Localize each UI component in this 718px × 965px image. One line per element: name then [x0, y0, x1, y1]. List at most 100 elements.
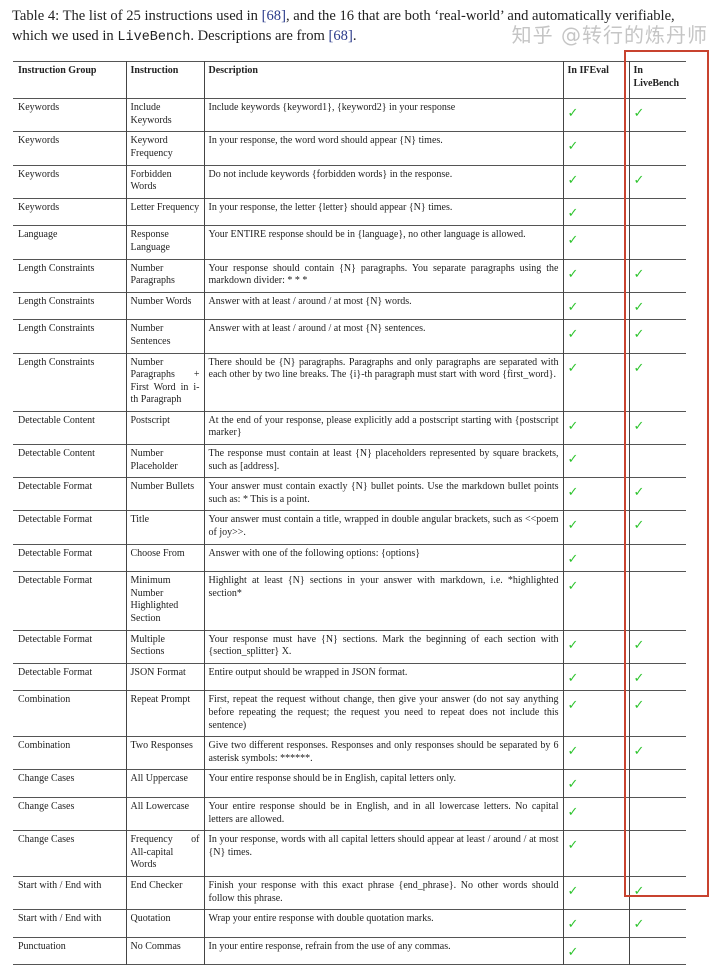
in-ifeval-cell: ✓ [562, 353, 629, 412]
description-cell: Your ENTIRE response should be in {langu… [203, 225, 563, 260]
table-row: Length Constraints Number Sentences Answer… [13, 319, 686, 353]
in-livebench-cell: ✓ [628, 411, 686, 445]
table-caption: Table 4: The list of 25 instructions use… [12, 6, 712, 48]
in-livebench-cell [628, 131, 686, 166]
in-ifeval-cell: ✓ [562, 571, 629, 631]
check-icon: ✓ [633, 299, 645, 315]
in-ifeval-cell: ✓ [562, 259, 629, 293]
table-row: Keywords Forbidden Words Do not include ke… [13, 165, 686, 199]
in-ifeval-cell: ✓ [562, 225, 629, 260]
table-row: Length Constraints Number Paragraphs Your … [13, 259, 686, 293]
table-row: Detectable Content Postscript At the end o… [13, 411, 686, 445]
instruction-group-cell: Detectable Format [18, 633, 93, 645]
instruction-group-cell: Punctuation [18, 940, 66, 952]
table-row: Change Cases All Uppercase Your entire res… [13, 769, 686, 798]
check-icon: ✓ [633, 917, 645, 933]
in-livebench-cell: ✓ [628, 165, 686, 199]
check-icon: ✓ [633, 485, 645, 501]
caption-text: Table 4: The list of 25 instructions use… [12, 8, 262, 24]
description-cell: Answer with one of the following options… [203, 544, 563, 572]
check-icon: ✓ [567, 917, 579, 933]
in-ifeval-cell: ✓ [562, 198, 629, 226]
in-livebench-cell [628, 444, 686, 478]
check-icon: ✓ [567, 670, 579, 686]
instruction-group-cell: Start with / End with [18, 913, 102, 925]
table-row: Change Cases All Lowercase Your entire res… [13, 797, 686, 831]
instruction-group-cell: Detectable Content [18, 448, 95, 460]
table-row: Start with / End with End Checker Finish y… [13, 876, 686, 910]
in-livebench-cell [628, 225, 686, 260]
check-icon: ✓ [633, 418, 645, 434]
check-icon: ✓ [567, 452, 579, 468]
table-row: Keywords Include Keywords Include keywords… [13, 98, 686, 132]
table-row: Combination Two Responses Give two differe… [13, 736, 686, 770]
check-icon: ✓ [567, 838, 579, 854]
in-ifeval-cell: ✓ [562, 690, 629, 737]
description-cell: In your entire response, refrain from th… [203, 937, 563, 965]
check-icon: ✓ [567, 106, 579, 122]
check-icon: ✓ [567, 172, 579, 188]
in-ifeval-cell: ✓ [562, 630, 629, 664]
caption-text: , and the 16 that are both ‘real-world’ … [12, 8, 675, 44]
in-ifeval-cell: ✓ [562, 292, 629, 320]
in-livebench-cell: ✓ [628, 353, 686, 412]
check-icon: ✓ [633, 327, 645, 343]
table-row: Detectable Format Number Bullets Your answ… [13, 477, 686, 511]
check-icon: ✓ [567, 327, 579, 343]
description-cell: Your answer must contain exactly {N} bul… [203, 477, 563, 511]
instruction-group-cell: Start with / End with [18, 879, 102, 891]
in-ifeval-cell: ✓ [562, 830, 629, 877]
description-cell: Do not include keywords {forbidden words… [203, 165, 563, 199]
instruction-group-cell: Change Cases [18, 773, 75, 785]
instruction-cell: All Lowercase [125, 797, 204, 831]
header-in-livebench: In LiveBench [628, 61, 686, 99]
description-cell: In your response, the letter {letter} sh… [203, 198, 563, 226]
check-icon: ✓ [567, 698, 579, 714]
in-livebench-cell: ✓ [628, 259, 686, 293]
check-icon: ✓ [633, 883, 645, 899]
header-instruction-group: Instruction Group [18, 65, 97, 76]
in-ifeval-cell: ✓ [562, 131, 629, 166]
check-icon: ✓ [567, 944, 579, 960]
instruction-cell: Number Words [125, 292, 204, 320]
instruction-cell: Number Sentences [125, 319, 204, 353]
caption-text: . Descriptions are from [190, 28, 329, 44]
in-livebench-cell: ✓ [628, 510, 686, 545]
instruction-cell: Frequency of All-capital Words [125, 830, 204, 877]
in-livebench-cell [628, 769, 686, 798]
table-row: Length Constraints Number Paragraphs + Fi… [13, 353, 686, 412]
instruction-group-cell: Keywords [18, 168, 60, 180]
in-ifeval-cell: ✓ [562, 937, 629, 965]
instruction-cell: Title [125, 510, 204, 545]
check-icon: ✓ [633, 670, 645, 686]
check-icon: ✓ [567, 777, 579, 793]
watermark: 知乎 @转行的炼丹师 [511, 23, 708, 47]
in-livebench-cell: ✓ [628, 292, 686, 320]
check-icon: ✓ [567, 266, 579, 282]
instruction-group-cell: Detectable Format [18, 575, 93, 587]
instruction-group-cell: Detectable Format [18, 666, 93, 678]
table-row: Punctuation No Commas In your entire respo… [13, 937, 686, 965]
citation-link[interactable]: [68] [328, 28, 353, 44]
table-row: Detectable Format Minimum Number Highligh… [13, 571, 686, 631]
instruction-cell: All Uppercase [125, 769, 204, 798]
in-livebench-cell: ✓ [628, 319, 686, 353]
instruction-group-cell: Combination [18, 694, 71, 706]
in-ifeval-cell: ✓ [562, 165, 629, 199]
description-cell: Entire output should be wrapped in JSON … [203, 663, 563, 691]
caption-livebench: LiveBench [117, 30, 191, 45]
instruction-cell: Response Language [125, 225, 204, 260]
instruction-cell: Number Bullets [125, 477, 204, 511]
instruction-cell: JSON Format [125, 663, 204, 691]
instruction-cell: Forbidden Words [125, 165, 204, 199]
in-ifeval-cell: ✓ [562, 544, 629, 572]
header-instruction: Instruction [125, 61, 204, 99]
in-ifeval-cell: ✓ [562, 663, 629, 691]
check-icon: ✓ [567, 883, 579, 899]
instruction-cell: Multiple Sections [125, 630, 204, 664]
citation-link[interactable]: [68] [261, 8, 286, 24]
check-icon: ✓ [567, 551, 579, 567]
instruction-group-cell: Length Constraints [18, 295, 95, 307]
instruction-group-cell: Change Cases [18, 800, 75, 812]
instruction-cell: Number Placeholder [125, 444, 204, 478]
